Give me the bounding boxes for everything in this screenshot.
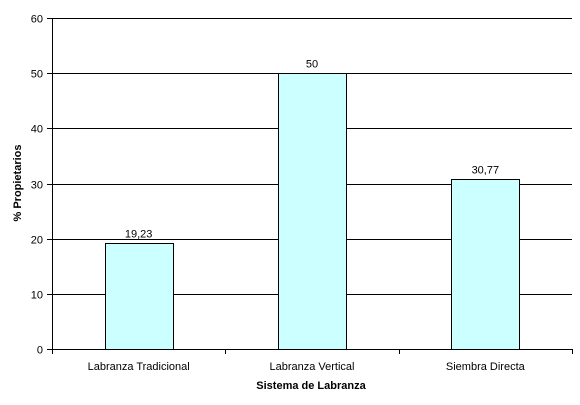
x-tick-label-2: Labranza Vertical xyxy=(270,361,355,373)
data-label-1: 19,23 xyxy=(125,229,153,241)
data-label-3: 30,77 xyxy=(472,165,500,177)
y-tick-label-30: 30 xyxy=(31,180,43,192)
x-axis-title: Sistema de Labranza xyxy=(256,380,366,392)
y-tick-label-20: 20 xyxy=(31,235,43,247)
bar-1 xyxy=(105,243,174,350)
bars xyxy=(105,73,520,350)
labels: 0 10 20 30 40 50 60 19,23 Labranza Tradicional 50… xyxy=(31,14,526,374)
bar-3 xyxy=(451,179,520,350)
y-tick-label-0: 0 xyxy=(37,345,43,357)
y-tick-label-40: 40 xyxy=(31,124,43,136)
y-axis-title: % Propietarios xyxy=(12,144,24,221)
bar-2 xyxy=(278,73,347,350)
x-tick-label-3: Siembra Directa xyxy=(446,361,526,373)
y-tick-label-10: 10 xyxy=(31,290,43,302)
axes xyxy=(47,18,573,354)
data-label-2: 50 xyxy=(306,59,318,71)
y-tick-label-50: 50 xyxy=(31,69,43,81)
y-tick-label-60: 60 xyxy=(31,14,43,26)
x-tick-label-1: Labranza Tradicional xyxy=(88,361,190,373)
